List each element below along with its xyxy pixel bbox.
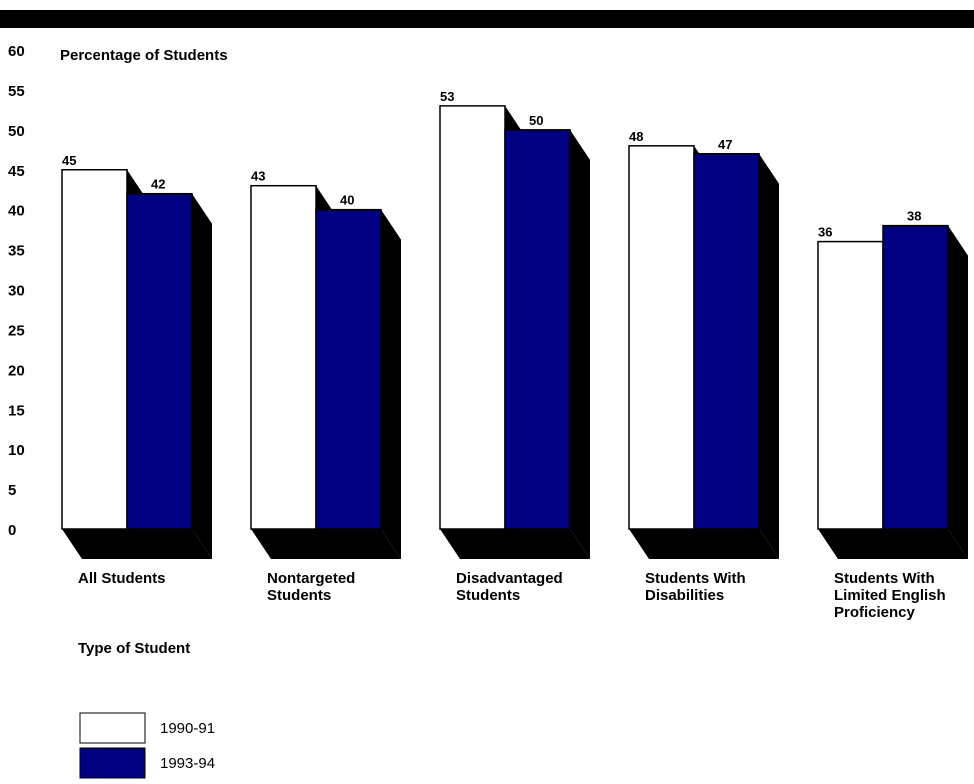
y-tick-label: 30 — [8, 283, 25, 300]
y-tick-label: 50 — [8, 123, 25, 140]
legend-swatch — [79, 712, 146, 744]
bar-1993-94 — [126, 192, 193, 530]
bar-1990-91 — [61, 169, 128, 530]
bar-value-label: 42 — [151, 177, 165, 192]
bar-1993-94 — [693, 153, 760, 530]
category-label: Nontargeted Students — [267, 570, 355, 604]
bar-value-label: 53 — [440, 89, 454, 104]
bar-side-shadow — [127, 169, 147, 200]
bar-side-shadow — [316, 185, 336, 216]
y-axis-title: Percentage of Students — [60, 47, 228, 64]
bar-floor-shadow — [629, 529, 779, 559]
category-labels: All Students Nontargeted Students Disadvant… — [78, 570, 946, 621]
bar-1990-91 — [250, 184, 317, 530]
bar-value-label: 38 — [907, 209, 921, 224]
bar-side-shadow — [192, 193, 212, 559]
bar-side-shadow — [948, 225, 968, 559]
bar-1990-91 — [628, 145, 695, 530]
y-tick-label: 45 — [8, 163, 25, 180]
y-tick-label: 20 — [8, 362, 25, 379]
legend-swatch — [79, 747, 146, 779]
y-tick-label: 60 — [8, 43, 25, 60]
bar-side-shadow — [381, 209, 401, 559]
y-axis-ticks: 0 5 10 15 20 25 30 35 40 45 50 55 60 — [8, 43, 25, 539]
y-tick-label: 35 — [8, 243, 25, 260]
bar-floor-shadow — [251, 529, 401, 559]
bar-floor-shadow — [62, 529, 212, 559]
bar-side-shadow — [759, 153, 779, 560]
y-tick-label: 25 — [8, 322, 25, 339]
bar-1990-91 — [439, 105, 506, 530]
bar-1990-91 — [817, 240, 884, 530]
bar-floor-shadow — [440, 529, 590, 559]
category-label: All Students — [78, 570, 166, 587]
y-tick-label: 10 — [8, 442, 25, 459]
legend: 1990-91 1993-94 — [79, 712, 215, 779]
category-label: Disadvantaged Students — [456, 570, 563, 604]
bar-value-label: 50 — [529, 113, 543, 128]
bar-value-label: 43 — [251, 169, 265, 184]
bar-1993-94 — [882, 224, 949, 530]
bars: 45 42 43 40 53 50 48 47 36 38 — [61, 89, 968, 560]
bar-value-label: 48 — [629, 129, 643, 144]
x-axis-title: Type of Student — [78, 640, 190, 657]
y-tick-label: 5 — [8, 482, 16, 499]
y-tick-label: 0 — [8, 522, 16, 539]
y-tick-label: 40 — [8, 203, 25, 220]
y-tick-label: 15 — [8, 402, 25, 419]
bar-side-shadow — [570, 129, 590, 560]
y-tick-label: 55 — [8, 83, 25, 100]
legend-label: 1990-91 — [160, 720, 215, 737]
bar-1993-94 — [504, 129, 571, 530]
legend-label: 1993-94 — [160, 755, 215, 772]
bar-value-label: 36 — [818, 225, 832, 240]
bar-floor-shadow — [818, 529, 968, 559]
category-label: Students With Disabilities — [645, 570, 746, 604]
bar-1993-94 — [315, 208, 382, 530]
bar-value-label: 40 — [340, 193, 354, 208]
bar-value-label: 45 — [62, 153, 76, 168]
top-banner — [0, 10, 974, 28]
category-label: Students With Limited English Proficiency — [834, 570, 946, 621]
bar-side-shadow — [505, 105, 525, 136]
bar-value-label: 47 — [718, 137, 732, 152]
